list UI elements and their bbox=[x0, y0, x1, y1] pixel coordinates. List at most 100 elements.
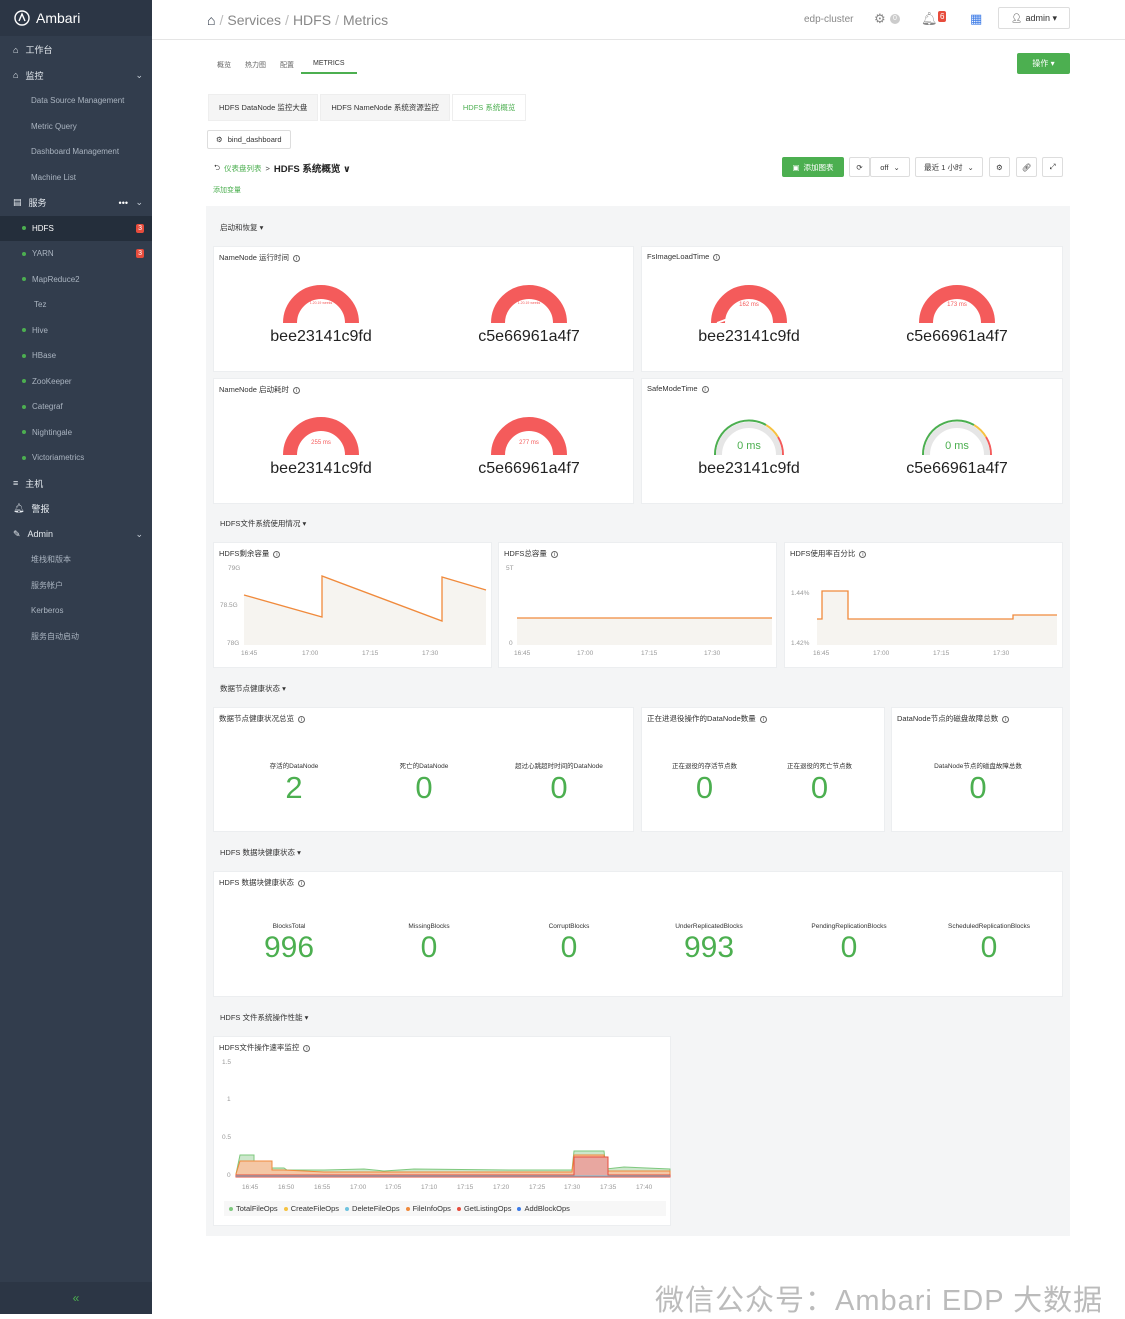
info-icon[interactable]: i bbox=[859, 550, 867, 558]
gauge-host: c5e66961a4f7 bbox=[478, 328, 580, 345]
info-icon[interactable]: i bbox=[701, 385, 709, 393]
breadcrumb: ⌂ / Services / HDFS / Metrics bbox=[207, 12, 389, 28]
panel-title-text: HDFS文件操作速率监控 bbox=[219, 1043, 300, 1052]
legend-item[interactable]: TotalFileOps bbox=[229, 1204, 278, 1213]
dashboard-header-sep: > bbox=[265, 163, 270, 173]
breadcrumb-services[interactable]: Services bbox=[227, 12, 282, 28]
sidebar-item-services[interactable]: ▤ 服务 ••• ⌄ bbox=[0, 190, 152, 216]
section-fs-usage[interactable]: HDFS文件系统使用情况 ▾ bbox=[220, 518, 306, 529]
sidebar-item-stack[interactable]: 堆栈和版本 bbox=[31, 555, 71, 565]
sidebar-item-dashboard-mgmt[interactable]: Dashboard Management bbox=[31, 147, 120, 157]
bell-icon[interactable]: 🔔︎ bbox=[921, 11, 938, 26]
stat-live-datanodes: 存活的DataNode 2 bbox=[229, 760, 359, 806]
sidebar-item-metric-query[interactable]: Metric Query bbox=[31, 121, 77, 131]
section-datanode-health[interactable]: 数据节点健康状态 ▾ bbox=[220, 683, 286, 694]
sidebar-item-service-mapreduce2[interactable]: MapReduce2 bbox=[0, 267, 152, 293]
section-title: HDFS 数据块健康状态 bbox=[220, 848, 295, 857]
stat-label: 存活的DataNode bbox=[269, 763, 319, 770]
collapse-sidebar-button[interactable]: « bbox=[0, 1282, 152, 1314]
alert-count-badge: 3 bbox=[136, 249, 144, 259]
sidebar-item-service-victoriametrics[interactable]: Victoriametrics bbox=[0, 445, 152, 471]
section-startup[interactable]: 启动和恢复 ▾ bbox=[220, 222, 263, 233]
sidebar-item-service-hbase[interactable]: HBase bbox=[0, 343, 152, 369]
sidebar-item-dashboard[interactable]: ⌂ 工作台 bbox=[0, 37, 152, 63]
grid-icon[interactable]: ▦ bbox=[970, 11, 983, 26]
legend-item[interactable]: GetListingOps bbox=[456, 1204, 511, 1213]
sidebar-item-autostart[interactable]: 服务自动启动 bbox=[31, 631, 79, 641]
dashboard-list-link[interactable]: 仪表盘列表 bbox=[224, 163, 262, 173]
user-menu-button[interactable]: 👤︎ admin ▾ bbox=[998, 7, 1070, 29]
info-icon[interactable]: i bbox=[293, 386, 301, 394]
sidebar-item-service-yarn[interactable]: YARN 3 bbox=[0, 241, 152, 267]
info-icon[interactable]: i bbox=[303, 1044, 311, 1052]
add-chart-button[interactable]: ▣ 添加图表 bbox=[782, 157, 844, 177]
info-icon[interactable]: i bbox=[1002, 715, 1010, 723]
tab-namenode-resources[interactable]: HDFS NameNode 系统资源监控 bbox=[320, 94, 450, 121]
share-link-button[interactable]: 🔗︎ bbox=[1016, 157, 1037, 177]
more-icon[interactable]: ••• bbox=[118, 197, 128, 208]
sidebar-item-kerberos[interactable]: Kerberos bbox=[31, 606, 64, 616]
fullscreen-button[interactable]: ⤢ bbox=[1042, 157, 1063, 177]
sidebar-item-service-accounts[interactable]: 服务帐户 bbox=[31, 580, 63, 590]
breadcrumb-hdfs[interactable]: HDFS bbox=[292, 12, 332, 28]
panel-safemode-time: SafeModeTime i 0 ms bee23141c9fd 0 ms c5e66… bbox=[641, 378, 1063, 504]
caret-down-icon: ▾ bbox=[302, 519, 307, 528]
section-fs-ops[interactable]: HDFS 文件系统操作性能 ▾ bbox=[220, 1012, 308, 1023]
legend-item[interactable]: FileInfoOps bbox=[405, 1204, 451, 1213]
info-icon[interactable]: i bbox=[273, 550, 281, 558]
sidebar-item-alerts[interactable]: 🔔︎ 警报 bbox=[0, 496, 152, 522]
sidebar-item-service-categraf[interactable]: Categraf bbox=[0, 394, 152, 420]
add-variable-link[interactable]: 添加变量 bbox=[213, 187, 241, 194]
sidebar-item-service-zookeeper[interactable]: ZooKeeper bbox=[0, 369, 152, 395]
gear-icon[interactable]: ⚙ bbox=[874, 11, 886, 26]
sidebar-item-monitor[interactable]: ⌂ 监控 ⌄ bbox=[0, 63, 152, 89]
sidebar-item-label: HDFS bbox=[32, 223, 54, 233]
tab-metrics[interactable]: METRICS bbox=[301, 56, 357, 74]
sidebar-item-hosts[interactable]: ≡ 主机 bbox=[0, 471, 152, 497]
sidebar-item-service-tez[interactable]: Tez bbox=[0, 292, 152, 318]
tab-hdfs-overview[interactable]: HDFS 系统概览 bbox=[451, 94, 527, 121]
ops-count-badge[interactable]: 0 bbox=[890, 14, 900, 24]
sidebar-item-admin[interactable]: ✎ Admin ⌄ bbox=[0, 522, 152, 548]
alerts-count-badge[interactable]: 6 bbox=[938, 11, 947, 22]
tab-heatmaps[interactable]: 热力图 bbox=[245, 62, 266, 69]
legend-item[interactable]: DeleteFileOps bbox=[345, 1204, 400, 1213]
stat-value: 0 bbox=[969, 770, 987, 805]
refresh-interval-select[interactable]: off ⌄ bbox=[870, 157, 910, 177]
info-icon[interactable]: i bbox=[298, 715, 305, 723]
tab-configs[interactable]: 配置 bbox=[280, 62, 294, 69]
area-chart: 1.5 1 0.5 0 16:45 16:50 16:55 17:00 17:0… bbox=[222, 1059, 671, 1191]
dashboard-title[interactable]: HDFS 系统概览 ∨ bbox=[273, 164, 351, 175]
tab-summary[interactable]: 概览 bbox=[217, 62, 231, 69]
info-icon[interactable]: i bbox=[298, 879, 305, 887]
sidebar-item-service-hdfs[interactable]: HDFS 3 bbox=[0, 215, 152, 241]
actions-button[interactable]: 操作 ▾ bbox=[1017, 53, 1070, 74]
info-icon[interactable]: i bbox=[713, 253, 721, 261]
info-icon[interactable]: i bbox=[293, 254, 301, 262]
app-logo[interactable]: Ambari bbox=[0, 0, 152, 36]
panel-title-text: HDFS剩余容量 bbox=[219, 549, 270, 558]
chevron-down-icon: ⌄ bbox=[967, 162, 974, 172]
back-icon[interactable]: ⮌ bbox=[214, 162, 221, 172]
sidebar-item-machine-list[interactable]: Machine List bbox=[31, 172, 76, 182]
sidebar-item-data-source[interactable]: Data Source Management bbox=[31, 96, 125, 106]
sidebar-item-service-nightingale[interactable]: Nightingale bbox=[0, 420, 152, 446]
legend-item[interactable]: AddBlockOps bbox=[517, 1204, 570, 1213]
section-block-health[interactable]: HDFS 数据块健康状态 ▾ bbox=[220, 847, 301, 858]
refresh-button[interactable]: ⟳ bbox=[849, 157, 870, 177]
stat-scheduled-replication: ScheduledReplicationBlocks 0 bbox=[919, 923, 1059, 966]
home-icon[interactable]: ⌂ bbox=[207, 12, 216, 28]
tab-datanode-dashboard[interactable]: HDFS DataNode 监控大盘 bbox=[208, 94, 319, 121]
stat-label: ScheduledReplicationBlocks bbox=[947, 923, 1031, 930]
bind-dashboard-button[interactable]: ⚙ bind_dashboard bbox=[207, 130, 291, 149]
sidebar-item-service-hive[interactable]: Hive bbox=[0, 318, 152, 344]
info-icon[interactable]: i bbox=[759, 715, 767, 723]
panel-title-text: HDFS使用率百分比 bbox=[790, 549, 856, 558]
legend-item[interactable]: CreateFileOps bbox=[283, 1204, 339, 1213]
info-icon[interactable]: i bbox=[550, 550, 558, 558]
settings-button[interactable]: ⚙ bbox=[989, 157, 1010, 177]
sidebar-item-label: Tez bbox=[34, 300, 47, 310]
y-tick: 1.42% bbox=[791, 640, 810, 647]
panel-title: 数据节点健康状况总览 i bbox=[219, 713, 305, 724]
time-range-select[interactable]: 最近 1 小时 ⌄ bbox=[915, 157, 983, 177]
